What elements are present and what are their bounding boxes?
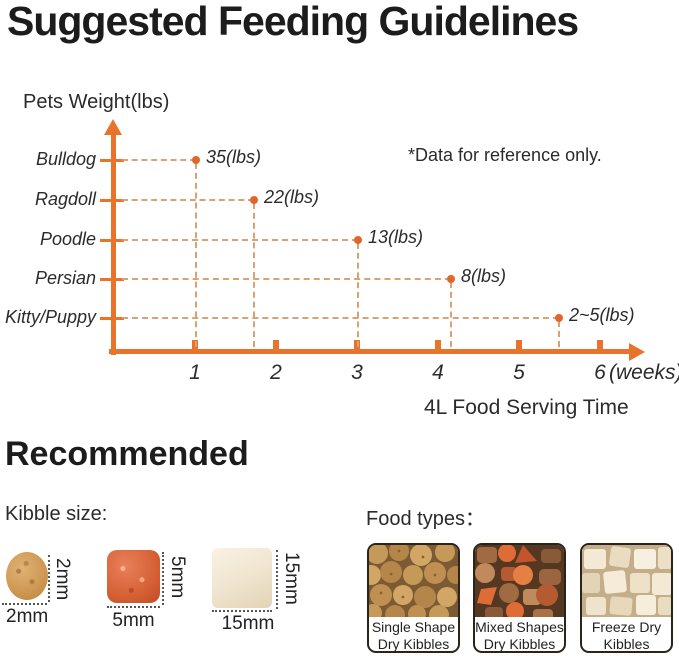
x-tick-label-6: 6 [594, 361, 606, 384]
y-tick [100, 199, 124, 202]
y-axis-arrow-icon [104, 119, 122, 135]
guide-line-v [450, 282, 452, 347]
data-point-bulldog [192, 156, 200, 164]
food-type-caption-line2: Kibbles [603, 635, 650, 652]
kibble-width-label: 15mm [221, 613, 275, 634]
food-type-caption: Freeze Dry Kibbles [582, 617, 671, 652]
category-label-bulldog: Bulldog [35, 149, 96, 169]
recommended-heading: Recommended [5, 435, 249, 473]
mixed-shapes-kibbles-image [475, 545, 564, 617]
x-axis-title: 4L Food Serving Time [424, 396, 629, 419]
measure-line-v [276, 550, 278, 609]
cube-kibble-image [212, 548, 272, 608]
category-label-ragdoll: Ragdoll [34, 189, 96, 209]
x-axis-unit: (weeks) [609, 361, 679, 384]
square-kibble-image [107, 550, 160, 603]
measure-line-v [162, 552, 164, 605]
x-tick-label-3: 3 [351, 361, 363, 384]
measure-line-v [48, 555, 50, 602]
freeze-dry-kibbles-image [582, 545, 671, 617]
measure-line-h [2, 603, 47, 605]
data-label-ragdoll: 22(lbs) [264, 187, 320, 207]
data-point-kitty-puppy [555, 314, 563, 322]
food-type-card-freeze-dry: Freeze Dry Kibbles [580, 543, 673, 653]
measure-line-h [107, 606, 160, 608]
kibble-width-label: 2mm [6, 606, 49, 627]
guide-line-h [122, 159, 196, 161]
page-title: Suggested Feeding Guidelines [7, 0, 579, 44]
guide-line-h [122, 317, 559, 319]
food-type-caption: Mixed Shapes Dry Kibbles [475, 617, 564, 652]
x-tick-label-1: 1 [189, 361, 201, 384]
food-type-card-single-shape: Single Shape Dry Kibbles [367, 543, 460, 653]
kibble-height-label: 2mm [52, 558, 73, 601]
measure-line-h [212, 610, 272, 612]
x-tick [435, 340, 441, 350]
x-axis [109, 349, 632, 354]
food-type-caption-line1: Single Shape [371, 619, 456, 635]
x-axis-arrow-icon [629, 343, 645, 361]
guide-line-v [558, 321, 560, 347]
kibble-height-label: 5mm [167, 556, 188, 599]
x-tick-label-2: 2 [270, 361, 282, 384]
x-tick [273, 340, 279, 350]
food-type-card-mixed-shapes: Mixed Shapes Dry Kibbles [473, 543, 566, 653]
x-tick-label-5: 5 [513, 361, 525, 384]
data-point-persian [447, 275, 455, 283]
x-tick [516, 340, 522, 350]
reference-note: *Data for reference only. [408, 145, 602, 165]
category-label-persian: Persian [34, 268, 96, 288]
guide-line-h [122, 239, 358, 241]
data-label-poodle: 13(lbs) [368, 227, 424, 247]
guide-line-h [122, 278, 451, 280]
kibble-size-label: Kibble size: [5, 503, 108, 525]
y-axis-label: Pets Weight(lbs) [23, 91, 170, 113]
data-label-bulldog: 35(lbs) [206, 147, 262, 167]
food-type-caption-line1: Freeze Dry [591, 619, 662, 635]
guide-line-v [195, 163, 197, 347]
y-tick [100, 317, 124, 320]
y-tick [100, 278, 124, 281]
kibble-width-label: 5mm [112, 610, 155, 631]
round-kibble-image [6, 552, 48, 600]
x-tick [597, 340, 603, 350]
y-tick [100, 159, 124, 162]
y-axis [111, 133, 116, 355]
food-type-caption: Single Shape Dry Kibbles [369, 617, 458, 652]
data-label-persian: 8(lbs) [461, 266, 507, 286]
food-type-caption-line2: Dry Kibbles [483, 635, 556, 652]
food-type-caption-line1: Mixed Shapes [475, 619, 564, 635]
category-label-kitty-puppy: Kitty/Puppy [4, 307, 96, 327]
single-shape-kibbles-image [369, 545, 458, 617]
guide-line-h [122, 199, 254, 201]
category-label-poodle: Poodle [39, 229, 96, 249]
kibble-height-label: 15mm [281, 552, 302, 605]
guide-line-v [357, 243, 359, 347]
data-label-kitty-puppy: 2~5(lbs) [569, 305, 635, 325]
food-type-caption-line2: Dry Kibbles [377, 635, 450, 652]
x-tick-label-4: 4 [432, 361, 444, 384]
guide-line-v [253, 203, 255, 347]
y-tick [100, 239, 124, 242]
data-point-poodle [354, 236, 362, 244]
data-point-ragdoll [250, 196, 258, 204]
food-types-label: Food types： [366, 508, 485, 530]
